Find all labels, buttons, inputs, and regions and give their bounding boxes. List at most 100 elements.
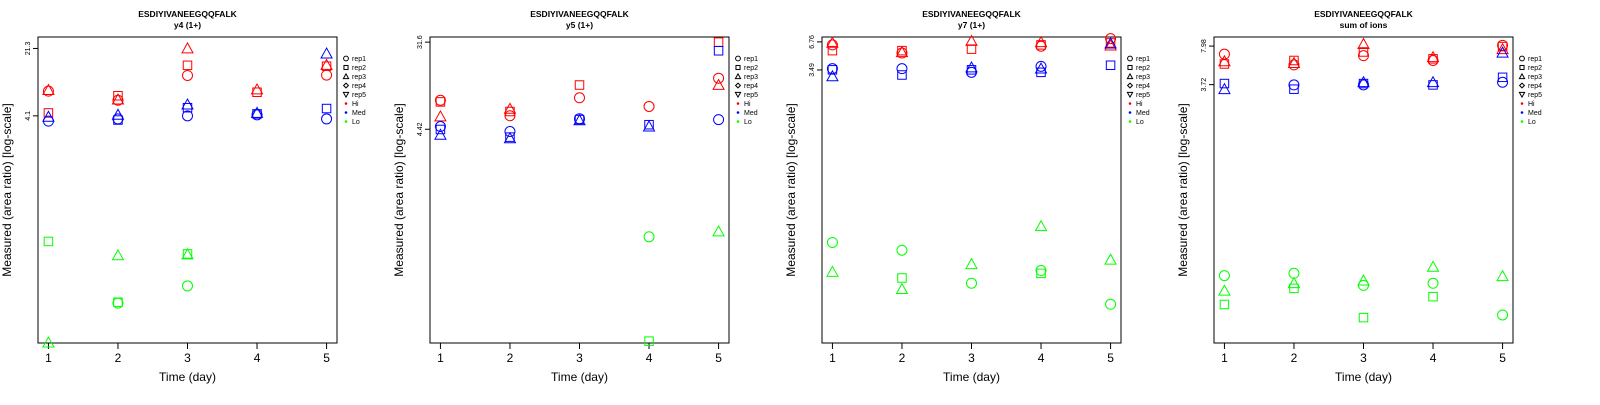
legend-marker-rep2 — [735, 64, 741, 71]
data-point-hi-rep3 — [111, 93, 125, 105]
data-point-med-rep3 — [503, 131, 517, 144]
legend-label-rep4: rep4 — [744, 83, 758, 90]
legend-marker-rep2 — [343, 64, 349, 71]
legend-marker-rep1 — [343, 55, 349, 62]
x-tick-label: 3 — [576, 351, 583, 365]
data-point-hi-rep1 — [1358, 50, 1369, 62]
data-point-med-rep1 — [42, 115, 54, 127]
legend-label-med: Med — [352, 110, 366, 117]
data-point-lo-rep3 — [965, 257, 978, 270]
data-point-med-rep3 — [573, 113, 586, 126]
y-axis-label: Measured (area ratio) [log-scale] — [0, 103, 14, 276]
legend-label-rep1: rep1 — [744, 56, 758, 63]
legend-label-rep1: rep1 — [1528, 56, 1542, 63]
x-tick-label: 5 — [1107, 351, 1114, 365]
data-point-med-rep3 — [1496, 46, 1509, 58]
legend-marker-rep1 — [1127, 55, 1133, 62]
data-point-med-rep3 — [250, 106, 264, 118]
data-point-hi-rep1 — [826, 39, 838, 51]
data-point-hi-rep2 — [574, 80, 585, 90]
data-point-lo-rep1 — [1218, 270, 1230, 282]
data-point-hi-rep3 — [181, 41, 194, 54]
legend-dot-med — [1520, 111, 1524, 114]
legend-marker-rep2 — [1519, 64, 1525, 71]
data-point-lo-rep1 — [896, 244, 908, 256]
data-point-med-rep2 — [1497, 72, 1508, 83]
data-point-lo-rep3 — [1218, 284, 1231, 296]
legend-label-lo: Lo — [1136, 119, 1144, 126]
data-point-lo-rep1 — [1105, 298, 1117, 310]
legend-dot-lo — [1520, 120, 1524, 123]
legend-label-med: Med — [1528, 110, 1542, 117]
data-point-med-rep3 — [1218, 82, 1231, 95]
data-point-hi-rep1 — [1105, 33, 1117, 45]
legend-label-hi: Hi — [1528, 101, 1535, 108]
chart-subtitle: y7 (1+) — [958, 20, 985, 30]
data-point-med-rep3 — [1104, 37, 1117, 49]
data-point-hi-rep1 — [574, 92, 585, 104]
legend-label-lo: Lo — [744, 119, 752, 126]
legend-label-rep4: rep4 — [1136, 83, 1150, 90]
data-point-med-rep3 — [1426, 75, 1440, 88]
data-point-med-rep1 — [182, 110, 193, 122]
x-tick-label: 5 — [1499, 351, 1506, 365]
data-point-lo-rep1 — [826, 236, 838, 248]
data-point-lo-rep2 — [1358, 312, 1369, 323]
legend-label-rep2: rep2 — [1528, 65, 1542, 72]
data-point-lo-rep2 — [897, 273, 907, 283]
legend-marker-rep4 — [1518, 82, 1526, 89]
data-point-med-rep1 — [713, 114, 725, 126]
x-axis-label: Time (day) — [551, 370, 608, 384]
data-point-hi-rep3 — [42, 83, 55, 95]
data-point-hi-rep2 — [713, 37, 724, 47]
data-point-lo-rep3 — [1357, 274, 1370, 286]
plot-frame — [37, 36, 338, 344]
legend-label-rep2: rep2 — [1136, 65, 1150, 72]
data-point-med-rep2 — [1289, 84, 1299, 94]
data-point-hi-rep3 — [1357, 37, 1370, 49]
data-point-med-rep1 — [1035, 60, 1047, 72]
legend-marker-rep3 — [734, 72, 742, 80]
data-point-med-rep2 — [1428, 80, 1438, 90]
y-tick-label: 4.1 — [25, 111, 32, 121]
chart-title: ESDIYIVANEEGQQFALK — [530, 9, 629, 19]
data-point-med-rep3 — [965, 60, 978, 73]
data-point-lo-rep1 — [1035, 265, 1047, 277]
data-point-lo-rep3 — [1287, 276, 1301, 289]
x-tick-label: 3 — [184, 351, 191, 365]
x-tick-label: 2 — [899, 351, 906, 365]
legend-label-lo: Lo — [1528, 119, 1536, 126]
x-tick-label: 3 — [1360, 351, 1367, 365]
legend-label-lo: Lo — [352, 119, 360, 126]
data-point-med-rep3 — [434, 128, 447, 140]
data-point-hi-rep1 — [504, 110, 516, 122]
x-tick-label: 4 — [254, 351, 261, 365]
data-point-lo-rep2 — [1036, 268, 1046, 279]
legend-marker-rep2 — [1127, 64, 1133, 71]
legend-marker-rep3 — [1126, 72, 1134, 80]
legend-label-rep5: rep5 — [1136, 92, 1150, 99]
y-tick-label: 3.49 — [809, 63, 816, 77]
legend-dot-hi — [736, 102, 740, 105]
legend-dot-hi — [1128, 102, 1132, 105]
chart-subtitle: y4 (1+) — [174, 20, 201, 30]
data-point-med-rep1 — [1497, 76, 1509, 88]
data-point-lo-rep3 — [42, 336, 55, 348]
legend-label-hi: Hi — [352, 101, 359, 108]
data-point-hi-rep2 — [1289, 55, 1299, 66]
data-point-lo-rep3 — [111, 248, 125, 261]
data-point-hi-rep3 — [1496, 42, 1509, 55]
data-point-med-rep3 — [642, 120, 656, 132]
legend-dot-hi — [1520, 102, 1524, 105]
data-point-med-rep2 — [827, 65, 838, 75]
data-point-lo-rep3 — [181, 247, 194, 260]
data-point-med-rep3 — [320, 47, 333, 59]
x-tick-label: 4 — [646, 351, 653, 365]
data-point-med-rep2 — [1036, 67, 1046, 78]
legend-label-hi: Hi — [1136, 101, 1143, 108]
data-point-hi-rep1 — [1288, 59, 1300, 71]
